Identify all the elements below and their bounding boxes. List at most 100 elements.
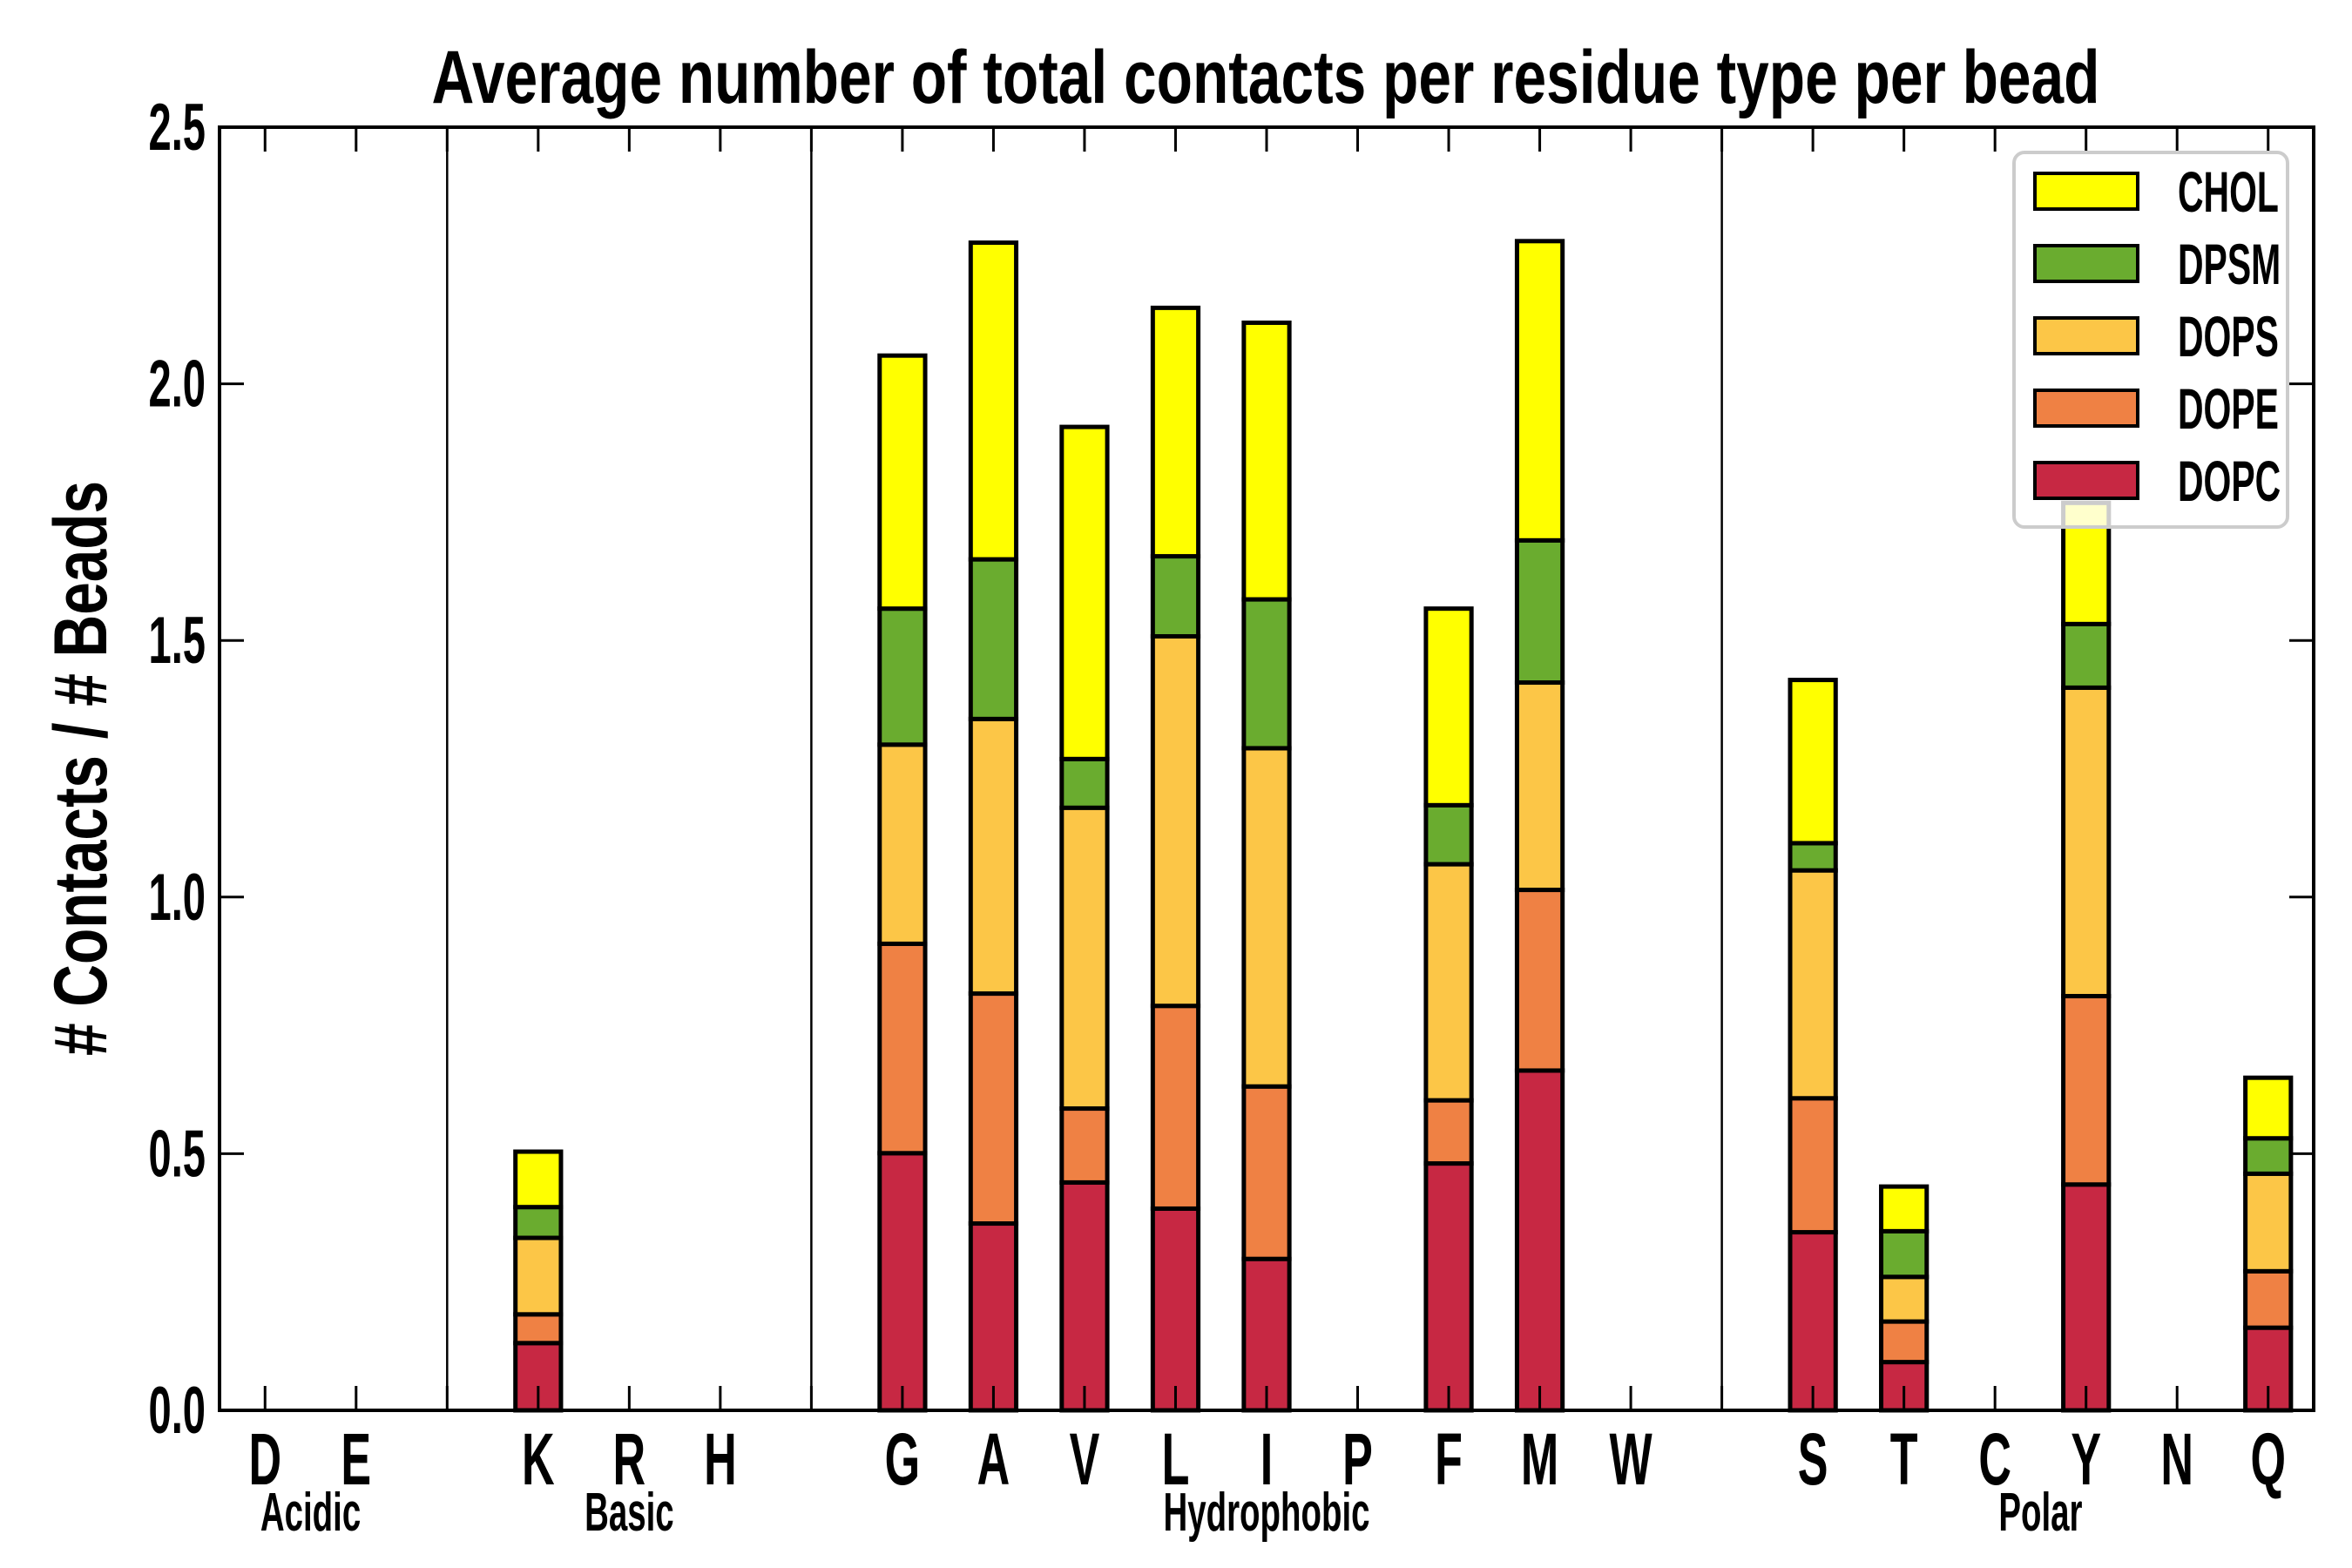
bar-segment-dopc: [1514, 1068, 1565, 1413]
x-tick-label: F: [1435, 1418, 1463, 1500]
legend-item-dpsm: DPSM: [2033, 232, 2281, 297]
x-tick-label: N: [2160, 1418, 2193, 1500]
bar-segment-dopc: [877, 1151, 928, 1413]
bar-segment-dops: [877, 742, 928, 946]
bar-segment-dope: [1879, 1319, 1930, 1365]
bar-segment-dpsm: [2061, 621, 2112, 690]
bars: [513, 239, 2294, 1413]
legend-swatch: [2033, 316, 2139, 355]
bar-segment-dops: [1788, 868, 1838, 1101]
legend-item-dops: DOPS: [2033, 304, 2279, 369]
x-tick-label: I: [1260, 1418, 1273, 1500]
y-tick-label: 0.5: [149, 1118, 206, 1191]
bar-segment-chol: [1150, 305, 1201, 559]
group-label-polar: Polar: [1998, 1482, 2082, 1543]
legend-label: DOPE: [2178, 376, 2279, 442]
plot-frame: [218, 125, 2315, 1412]
bar-segment-chol: [1788, 678, 1838, 846]
chart-title: Average number of total contacts per res…: [432, 36, 2100, 119]
bar-segment-dops: [1514, 680, 1565, 893]
legend-item-chol: CHOL: [2033, 159, 2279, 225]
bar-segment-dope: [1788, 1096, 1838, 1235]
bar-segment-chol: [1059, 424, 1110, 761]
bar-stack-A: [968, 240, 1019, 1413]
legend-label: CHOL: [2178, 159, 2279, 225]
bar-segment-dopc: [2061, 1182, 2112, 1413]
bar-segment-chol: [968, 240, 1019, 562]
bar-segment-chol: [1514, 239, 1565, 543]
bar-segment-dope: [1241, 1084, 1292, 1261]
y-tick-label: 1.0: [149, 861, 206, 934]
bar-segment-chol: [877, 353, 928, 612]
bar-segment-dpsm: [1423, 802, 1474, 867]
bar-segment-chol: [1879, 1184, 1930, 1233]
bar-segment-dope: [2061, 994, 2112, 1187]
x-tick-label: Q: [2250, 1418, 2286, 1500]
bar-segment-dope: [877, 941, 928, 1156]
bar-segment-dpsm: [2243, 1136, 2294, 1176]
bar-segment-chol: [513, 1149, 564, 1210]
bar-stack-L: [1150, 305, 1201, 1413]
bar-segment-dops: [968, 716, 1019, 997]
legend-label: DOPC: [2178, 449, 2281, 514]
bar-segment-dops: [1059, 805, 1110, 1112]
x-tick-label: D: [248, 1418, 281, 1500]
x-tick-label: L: [1162, 1418, 1190, 1500]
bar-segment-dops: [1879, 1274, 1930, 1324]
legend-swatch: [2033, 461, 2139, 500]
bar-stack-G: [877, 353, 928, 1413]
legend-label: DOPS: [2178, 304, 2279, 369]
y-tick-labels: 0.0 0.5 1.0 1.5 2.0 2.5: [149, 91, 206, 1448]
bar-segment-dpsm: [1788, 841, 1838, 873]
bar-segment-dpsm: [513, 1205, 564, 1240]
legend-label: DPSM: [2178, 232, 2281, 297]
bar-segment-dpsm: [1241, 597, 1292, 751]
bar-stack-Q: [2243, 1075, 2294, 1413]
bar-stack-S: [1788, 678, 1838, 1413]
bar-segment-dopc: [1059, 1179, 1110, 1413]
bar-segment-dops: [1150, 633, 1201, 1009]
x-tick-label: K: [522, 1418, 555, 1500]
bar-segment-dops: [2061, 685, 2112, 999]
bar-segment-chol: [1241, 320, 1292, 602]
bar-segment-dope: [513, 1312, 564, 1346]
y-tick-label: 1.5: [149, 605, 206, 678]
bar-stack-F: [1423, 606, 1474, 1413]
x-tick-label: V: [1070, 1418, 1100, 1500]
bar-segment-dops: [1241, 746, 1292, 1089]
y-axis-label: # Contacts / # Beads: [39, 481, 123, 1056]
x-tick-label: Y: [2071, 1418, 2101, 1500]
legend-swatch: [2033, 389, 2139, 428]
bar-segment-dpsm: [1059, 756, 1110, 810]
x-tick-label: H: [704, 1418, 737, 1500]
bar-segment-dops: [1423, 862, 1474, 1103]
bar-segment-dpsm: [968, 557, 1019, 721]
legend-swatch: [2033, 172, 2139, 211]
x-tick-label: G: [885, 1418, 921, 1500]
y-tick-label: 0.0: [149, 1375, 206, 1448]
group-label-hydrophobic: Hydrophobic: [1163, 1482, 1369, 1543]
bar-segment-dpsm: [877, 606, 928, 747]
bar-stack-T: [1879, 1184, 1930, 1413]
bar-segment-dopc: [1423, 1161, 1474, 1413]
bar-segment-dope: [1423, 1098, 1474, 1166]
bar-segment-dopc: [1788, 1230, 1838, 1413]
bar-segment-chol: [2243, 1075, 2294, 1141]
bar-stack-M: [1514, 239, 1565, 1413]
x-tick-label: T: [1890, 1418, 1918, 1500]
x-tick-label: M: [1521, 1418, 1558, 1500]
bar-segment-dope: [1150, 1004, 1201, 1211]
bar-segment-dopc: [968, 1221, 1019, 1413]
bar-stack-V: [1059, 424, 1110, 1413]
bar-segment-dope: [1059, 1106, 1110, 1185]
bar-segment-dpsm: [1150, 554, 1201, 639]
legend-item-dope: DOPE: [2033, 376, 2279, 442]
x-tick-label: E: [341, 1418, 371, 1500]
group-labels: Acidic Basic Hydrophobic Polar: [260, 1482, 2083, 1543]
group-label-basic: Basic: [585, 1482, 674, 1543]
y-tick-label: 2.0: [149, 348, 206, 421]
bar-segment-chol: [1423, 606, 1474, 808]
x-tick-label: W: [1610, 1418, 1652, 1500]
